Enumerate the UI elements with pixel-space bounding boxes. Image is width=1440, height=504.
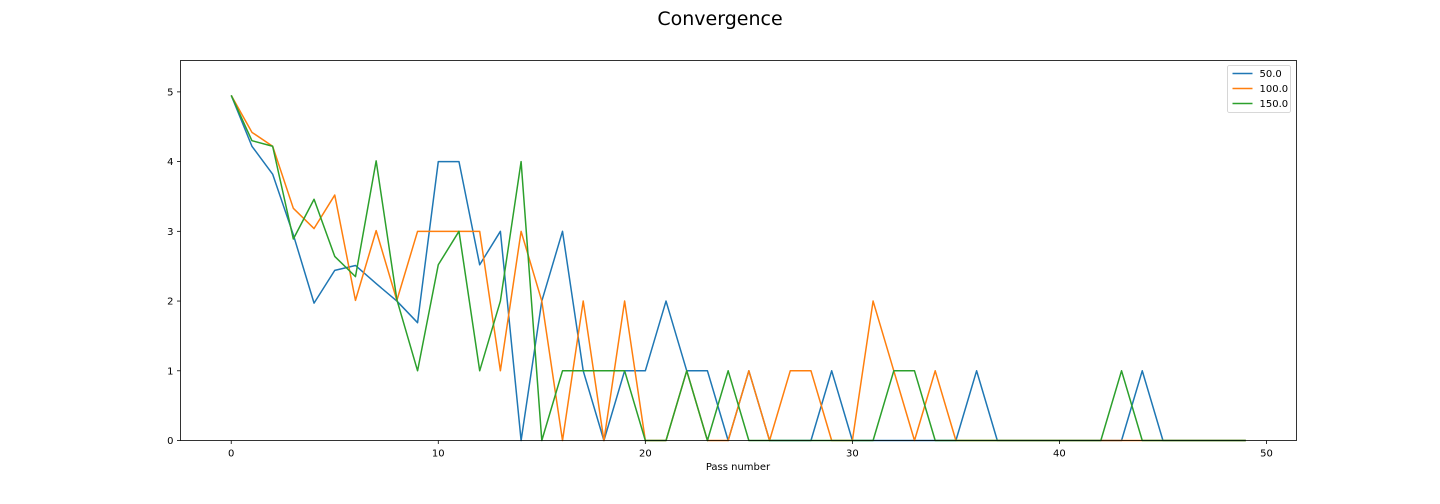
legend-box <box>1227 65 1291 113</box>
x-tick-label: 30 <box>846 449 859 460</box>
x-tick-label: 0 <box>228 449 234 460</box>
x-axis: 0 10 20 30 40 50 <box>228 440 1273 460</box>
legend-entry-0: 50.0 <box>1260 69 1282 80</box>
x-tick-label: 20 <box>639 449 652 460</box>
x-tick-label: 50 <box>1260 449 1273 460</box>
y-axis: 0 1 2 3 4 5 <box>167 87 181 447</box>
x-axis-label: Pass number <box>706 462 771 473</box>
y-tick-label: 3 <box>167 227 173 238</box>
series-line-1 <box>230 94 1246 442</box>
x-tick-label: 40 <box>1053 449 1066 460</box>
y-tick-label: 0 <box>167 436 173 447</box>
legend-entry-2: 150.0 <box>1260 99 1289 110</box>
series-line-2 <box>230 95 1246 442</box>
y-tick-label: 1 <box>167 366 173 377</box>
plot-area <box>230 94 1246 442</box>
chart-title: Convergence <box>657 8 782 30</box>
series-line-0 <box>230 95 1246 442</box>
axes-frame <box>180 60 1297 441</box>
y-tick-label: 4 <box>167 157 173 168</box>
legend: 50.0 100.0 150.0 <box>1227 65 1291 113</box>
legend-entry-1: 100.0 <box>1260 84 1289 95</box>
y-tick-label: 2 <box>167 297 173 308</box>
y-tick-label: 5 <box>167 87 173 98</box>
x-tick-label: 10 <box>432 449 445 460</box>
